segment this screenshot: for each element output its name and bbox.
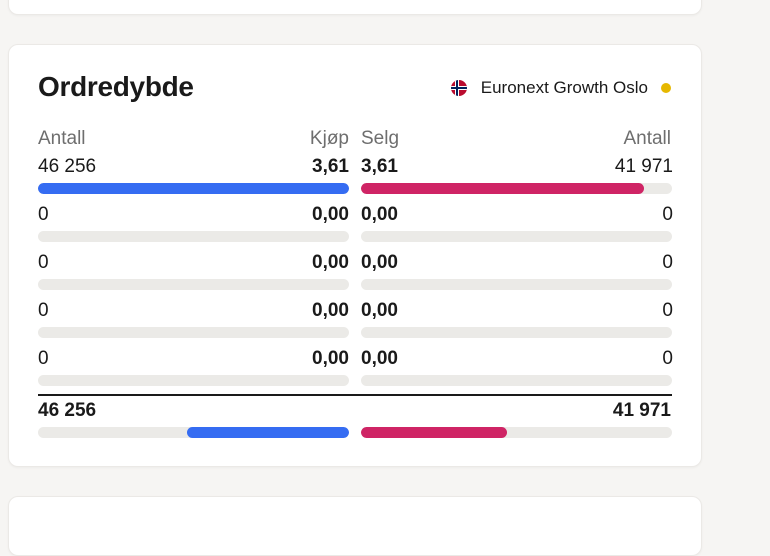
sell-bar-track [361, 327, 672, 338]
totals-bars [9, 400, 703, 440]
sell-bar-track [361, 231, 672, 242]
previous-card [8, 0, 702, 15]
buy-quantity: 0 [38, 300, 49, 321]
card-title: Ordredybde [38, 71, 194, 102]
sell-quantity: 0 [662, 252, 673, 273]
norway-flag-icon [450, 80, 467, 96]
total-buy-bar-fill [187, 427, 349, 438]
next-card [8, 496, 702, 556]
sell-quantity: 0 [662, 300, 673, 321]
buy-price: 0,00 [312, 252, 349, 273]
buy-bar-track [38, 375, 349, 386]
sell-bar-track [361, 279, 672, 290]
total-sell-bar-fill [361, 427, 508, 438]
sell-price: 0,00 [361, 348, 398, 369]
buy-price-header: Kjøp [309, 128, 349, 149]
sell-price: 0,00 [361, 300, 398, 321]
buy-price: 3,61 [312, 156, 349, 177]
buy-quantity: 46 256 [38, 156, 97, 177]
total-buy-quantity: 46 256 [38, 400, 97, 421]
sell-quantity: 0 [662, 348, 673, 369]
buy-price: 0,00 [312, 348, 349, 369]
buy-quantity-header: Antall [38, 128, 86, 149]
exchange-indicator: Euronext Growth Oslo [450, 78, 671, 98]
total-buy-bar-track [38, 427, 349, 438]
order-row: 0 0,00 0,00 0 [9, 204, 703, 244]
sell-price: 0,00 [361, 204, 398, 225]
buy-bar-track [38, 327, 349, 338]
buy-price: 0,00 [312, 204, 349, 225]
sell-quantity: 0 [662, 204, 673, 225]
buy-bar-fill [38, 183, 349, 194]
buy-bar-track [38, 183, 349, 194]
sell-price-header: Selg [361, 128, 400, 149]
order-row: 0 0,00 0,00 0 [9, 348, 703, 388]
order-row: 0 0,00 0,00 0 [9, 300, 703, 340]
totals-divider [38, 394, 672, 396]
order-depth-card: Ordredybde Euronext Growth Oslo Antall K… [8, 44, 702, 467]
order-row: 0 0,00 0,00 0 [9, 252, 703, 292]
sell-bar-track [361, 183, 672, 194]
buy-bar-track [38, 279, 349, 290]
market-status-dot-icon [661, 83, 671, 93]
buy-quantity: 0 [38, 204, 49, 225]
sell-quantity-header: Antall [623, 128, 671, 149]
exchange-name: Euronext Growth Oslo [480, 78, 648, 97]
buy-quantity: 0 [38, 252, 49, 273]
sell-price: 0,00 [361, 252, 398, 273]
sell-bar-track [361, 375, 672, 386]
total-sell-bar-track [361, 427, 672, 438]
buy-bar-track [38, 231, 349, 242]
total-sell-quantity: 41 971 [612, 400, 671, 421]
sell-price: 3,61 [361, 156, 398, 177]
buy-quantity: 0 [38, 348, 49, 369]
sell-bar-fill [361, 183, 644, 194]
sell-quantity: 41 971 [614, 156, 673, 177]
order-row: 46 256 3,61 3,61 41 971 [9, 156, 703, 196]
buy-price: 0,00 [312, 300, 349, 321]
